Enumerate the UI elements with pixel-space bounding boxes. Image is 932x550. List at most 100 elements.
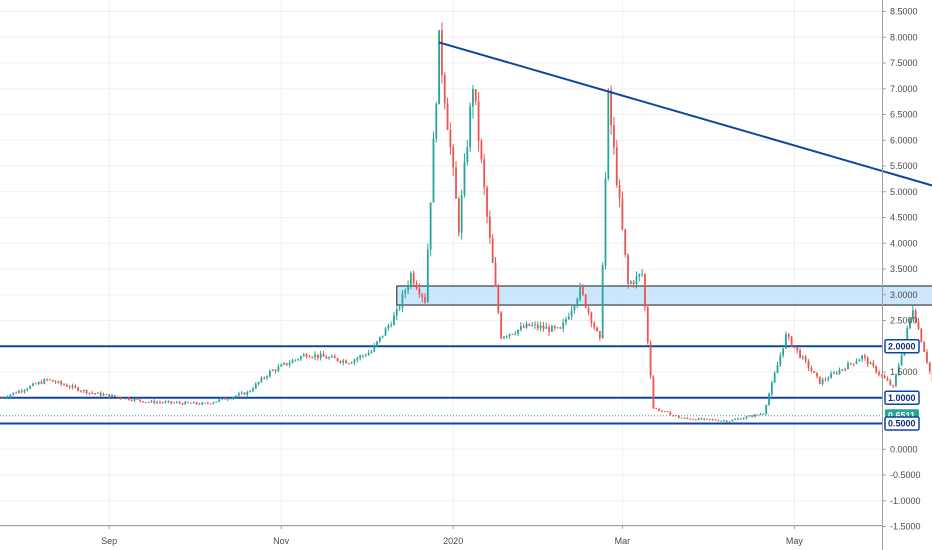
candle-body <box>105 394 108 395</box>
candle-body <box>429 202 432 250</box>
candle-body <box>556 327 559 329</box>
candle-body <box>576 298 579 306</box>
candle-body <box>911 310 914 319</box>
candle-body <box>477 101 480 141</box>
candle-body <box>283 363 285 365</box>
price-badge-label: 2.0000 <box>888 341 916 351</box>
candle-body <box>3 397 6 399</box>
candle-body <box>793 346 796 348</box>
candle-body <box>54 381 57 383</box>
candle-body <box>153 400 156 404</box>
trendline-line[interactable] <box>438 41 932 305</box>
candle-body <box>314 354 316 358</box>
price-badge-box <box>884 390 920 405</box>
candle-body <box>818 376 821 384</box>
candle-body <box>119 397 122 399</box>
candle-body <box>212 402 215 404</box>
candle-body <box>762 413 765 415</box>
candle-body <box>472 89 474 107</box>
candle-body <box>26 388 29 391</box>
candle-body <box>525 323 528 328</box>
candle-body <box>751 415 754 417</box>
candle-body <box>869 362 872 365</box>
candle-body <box>6 396 9 398</box>
trendline[interactable] <box>438 41 932 305</box>
candle-body <box>302 354 305 357</box>
candle-body <box>288 363 291 365</box>
candle-body <box>500 312 503 339</box>
candle-body <box>277 366 280 371</box>
y-tick-label: 8.5000 <box>890 7 918 17</box>
candle-body <box>474 89 477 102</box>
candle-body <box>593 322 596 328</box>
x-tick-label: 2020 <box>443 536 463 546</box>
horizontal-levels[interactable] <box>0 345 882 425</box>
y-tick-label: 7.5000 <box>890 58 918 68</box>
candle-body <box>480 140 483 160</box>
candle-body <box>266 376 268 378</box>
candle-body <box>514 333 517 335</box>
candle-body <box>807 360 810 369</box>
candle-body <box>779 355 782 365</box>
candle-body <box>249 390 252 392</box>
candle-body <box>519 326 522 330</box>
resistance-zone[interactable] <box>396 285 932 306</box>
candle-body <box>508 333 511 337</box>
candle-body <box>711 419 714 421</box>
candle-body <box>20 390 23 392</box>
candle-body <box>144 401 147 403</box>
candle-body <box>821 379 824 384</box>
candle-body <box>164 401 167 403</box>
candle-body <box>824 379 827 381</box>
candle-body <box>816 373 818 377</box>
candle-body <box>787 334 790 337</box>
x-tick-label: Nov <box>273 536 290 546</box>
candle-body <box>607 90 610 179</box>
price-badge: 0.5000 <box>884 416 920 431</box>
candle-body <box>745 416 748 419</box>
candle-body <box>864 355 866 358</box>
candle-body <box>190 402 192 404</box>
candle-body <box>875 366 878 373</box>
candle-body <box>717 420 720 422</box>
candle-body <box>635 276 638 284</box>
candle-body <box>838 370 841 374</box>
candle-body <box>161 402 164 404</box>
candle-body <box>384 328 387 336</box>
candle-body <box>759 414 762 415</box>
candle-body <box>60 381 63 385</box>
candle-body <box>598 331 601 339</box>
candle-body <box>438 30 440 105</box>
candle-body <box>457 198 460 233</box>
candle-body <box>714 419 717 421</box>
candle-body <box>404 290 407 294</box>
candle-body <box>830 373 832 379</box>
candle-body <box>677 415 680 418</box>
candle-body <box>692 419 694 421</box>
candle-body <box>666 411 669 413</box>
candle-body <box>237 393 240 396</box>
candle-body <box>308 356 311 358</box>
candle-body <box>393 315 395 326</box>
candle-body <box>12 392 15 395</box>
candle-body <box>421 294 424 298</box>
candle-body <box>446 103 449 130</box>
candle-body <box>734 419 737 421</box>
candle-body <box>604 178 607 266</box>
candle-body <box>553 325 556 328</box>
y-tick-label: 4.5000 <box>890 213 918 223</box>
candle-body <box>443 75 446 104</box>
candle-body <box>435 104 438 139</box>
resistance-zone-rect[interactable] <box>396 285 932 306</box>
candle-body <box>111 395 113 398</box>
candle-body <box>920 328 923 343</box>
candle-body <box>359 355 362 359</box>
candle-body <box>801 356 804 358</box>
y-tick-label: -1.0000 <box>890 496 921 506</box>
candle-body <box>613 125 615 148</box>
candle-body <box>187 401 190 403</box>
candle-body <box>570 310 573 317</box>
